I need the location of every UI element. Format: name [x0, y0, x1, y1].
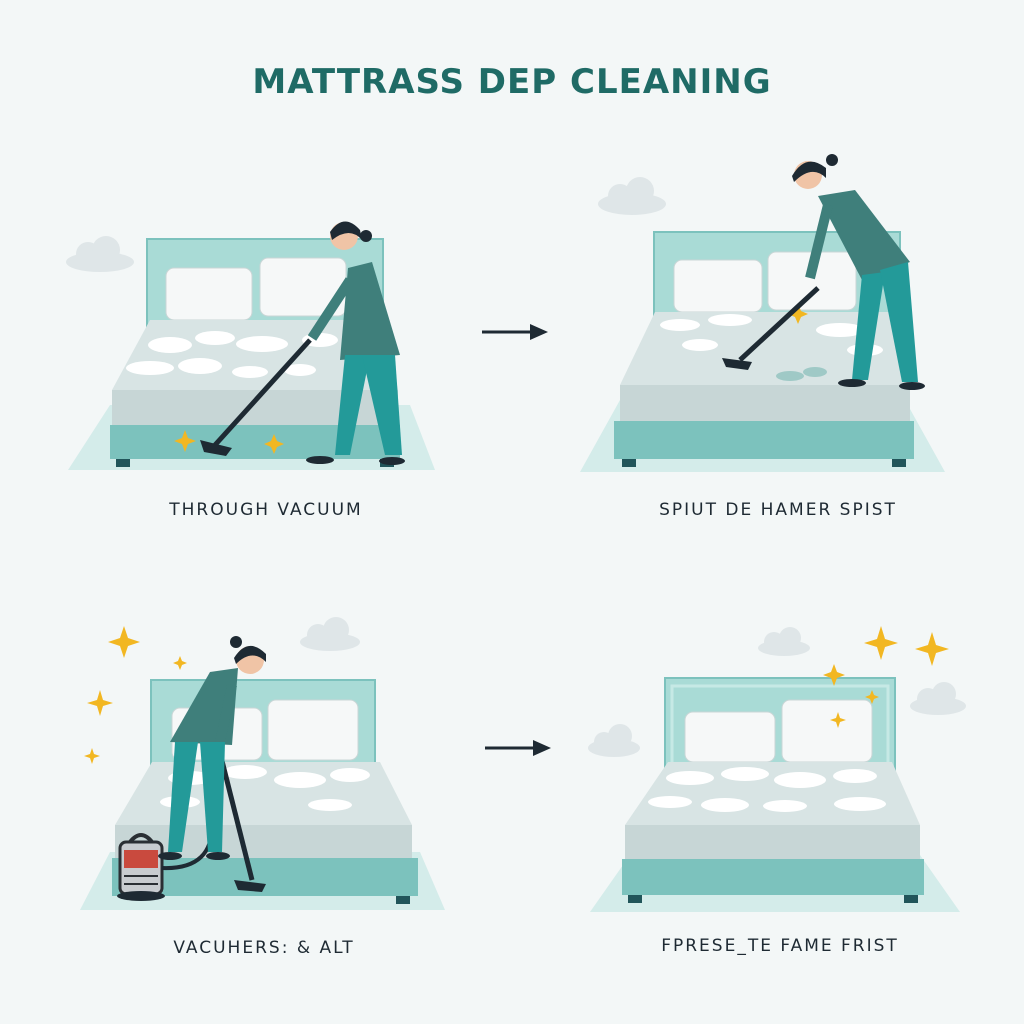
cleaning-foam — [648, 767, 886, 812]
pillow — [165, 267, 253, 321]
page-title: MATTRASS DEP CLEANING — [252, 62, 772, 102]
sparkle-icon — [174, 430, 284, 454]
bed-leg — [622, 459, 636, 467]
step-4-illustration — [588, 626, 966, 912]
step-1-caption: THROUGH VACUUM — [169, 500, 363, 520]
bed-leg — [892, 459, 906, 467]
mattress-top — [625, 762, 920, 825]
person-vacuuming — [722, 154, 925, 390]
step-3-illustration — [80, 617, 445, 910]
arrow-right-icon — [485, 740, 551, 756]
person-vacuuming — [158, 636, 266, 860]
bed-frame — [622, 859, 924, 895]
step-3-caption: VACUHERS: & ALT — [173, 938, 355, 958]
sparkle-icon — [84, 626, 187, 764]
step-2-illustration — [580, 154, 945, 472]
bed-leg — [904, 895, 918, 903]
bed-leg — [116, 459, 130, 467]
cloud-icon — [588, 627, 966, 757]
bed-leg — [628, 895, 642, 903]
cloud-icon — [66, 236, 134, 272]
mattress-side — [625, 825, 920, 859]
person-vacuuming — [200, 221, 405, 465]
cleaning-foam — [660, 314, 883, 356]
bed-leg — [396, 896, 410, 904]
stain-spot — [776, 367, 827, 381]
pillow — [684, 711, 776, 763]
mattress-side — [620, 385, 910, 421]
cloud-icon — [598, 177, 666, 215]
pillow — [267, 699, 359, 761]
pillow — [781, 699, 873, 763]
bed-frame — [110, 425, 400, 459]
cleaning-foam — [126, 331, 338, 378]
pillow — [673, 259, 763, 313]
arrow-right-icon — [482, 324, 548, 340]
cloud-icon — [300, 617, 360, 651]
cleaning-foam — [160, 765, 370, 811]
sparkle-icon — [788, 304, 808, 324]
bed-frame — [614, 421, 914, 459]
sparkle-icon — [823, 626, 949, 728]
step-4-caption: FPRESE_TE FAME FRIST — [661, 936, 899, 956]
step-1-illustration — [66, 221, 435, 470]
step-2-caption: SPIUT DE HAMER SPIST — [659, 500, 897, 520]
